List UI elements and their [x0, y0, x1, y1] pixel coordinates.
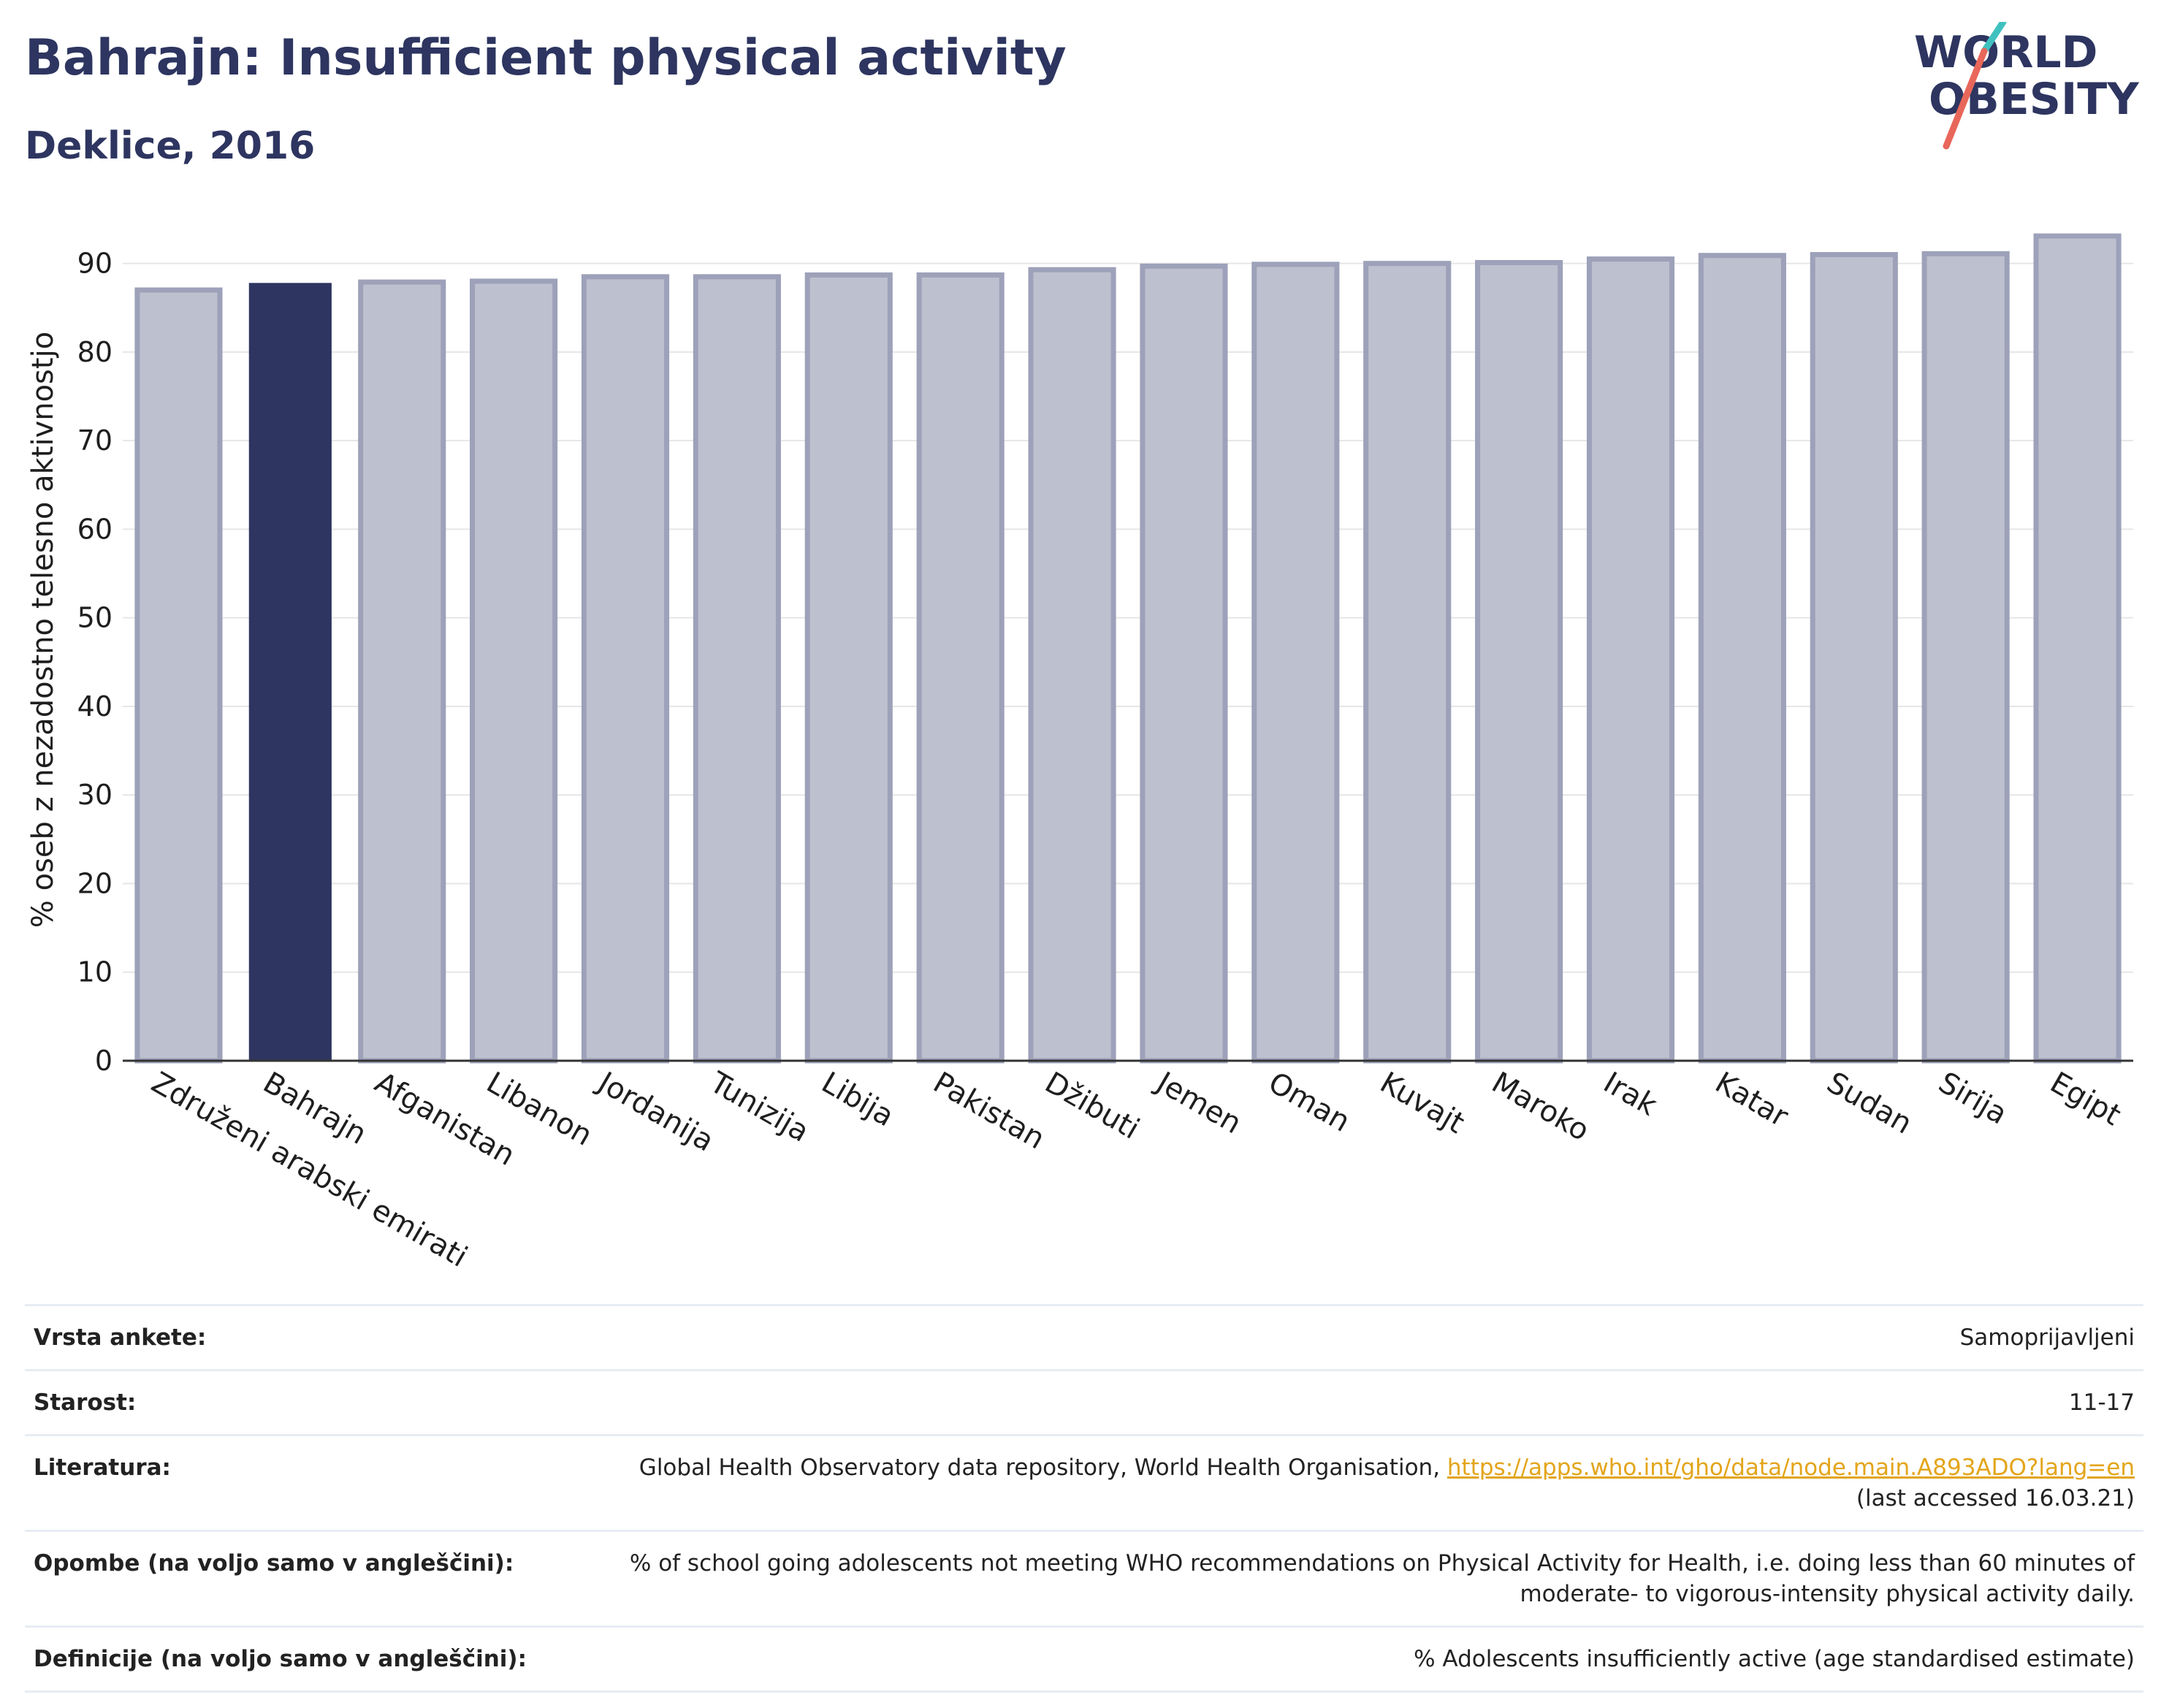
source-link[interactable]: https://apps.who.int/gho/data/node.main.… — [1447, 1455, 2135, 1481]
info-label: Starost: — [25, 1369, 568, 1436]
y-tick-label: 90 — [77, 248, 113, 280]
x-tick-label: Sudan — [1821, 1066, 1918, 1141]
bar — [1586, 256, 1675, 1064]
world-obesity-logo: WORLD OBESITY — [1914, 22, 2140, 150]
bar — [1140, 263, 1228, 1064]
y-tick-label: 80 — [77, 336, 113, 368]
y-tick-label: 0 — [95, 1045, 113, 1077]
info-value: 11-17 — [568, 1369, 2143, 1436]
bar — [1028, 267, 1116, 1064]
y-tick-label: 10 — [77, 956, 113, 988]
info-row-notes: Opombe (na voljo samo v angleščini): % o… — [25, 1530, 2143, 1627]
x-tick-label: Jordanija — [590, 1064, 719, 1158]
bar — [581, 274, 670, 1064]
x-tick-label: Maroko — [1486, 1066, 1595, 1148]
y-tick-label: 30 — [77, 779, 113, 811]
chart-subtitle: Deklice, 2016 — [25, 124, 316, 168]
x-tick-label: Sirija — [1933, 1066, 2013, 1132]
bar — [1363, 261, 1452, 1064]
bar — [2033, 233, 2122, 1064]
x-tick-label: Kuvajt — [1374, 1066, 1470, 1140]
y-tick-label: 60 — [77, 513, 113, 545]
info-value-cont: moderate- to vigorous-intensity physical… — [1520, 1581, 2135, 1607]
chart-title: Bahrajn: Insufficient physical activity — [25, 29, 1067, 87]
logo-line1: WORLD — [1914, 27, 2097, 78]
info-table: Vrsta ankete: Samoprijavljeni Starost: 1… — [25, 1304, 2143, 1693]
bar-highlighted — [248, 283, 332, 1061]
x-tick-label: Egipt — [2045, 1066, 2127, 1132]
bar — [693, 274, 781, 1064]
x-tick-label: Pakistan — [928, 1066, 1051, 1156]
info-label: Vrsta ankete: — [25, 1304, 568, 1370]
logo-slash-top — [1981, 22, 2007, 55]
info-row-survey-type: Vrsta ankete: Samoprijavljeni — [25, 1304, 2143, 1370]
info-label: Literatura: — [25, 1434, 568, 1531]
x-tick-label: Jemen — [1149, 1064, 1247, 1140]
bar — [358, 279, 446, 1064]
info-value: Global Health Observatory data repositor… — [639, 1455, 1447, 1481]
bar — [1921, 251, 2010, 1064]
bar — [1475, 259, 1563, 1064]
bar — [1698, 253, 1786, 1064]
bar — [1810, 252, 1898, 1064]
info-value: % Adolescents insufficiently active (age… — [568, 1625, 2143, 1693]
y-tick-label: 20 — [77, 867, 113, 899]
logo-slash-bottom — [1943, 47, 1988, 150]
x-tick-label: Katar — [1710, 1066, 1794, 1134]
grid-lines — [123, 262, 2133, 973]
info-label: Definicije (na voljo samo v angleščini): — [25, 1625, 568, 1693]
x-tick-label: Džibuti — [1040, 1066, 1146, 1146]
info-row-age: Starost: 11-17 — [25, 1369, 2143, 1436]
bar — [804, 272, 893, 1064]
info-value: Samoprijavljeni — [568, 1304, 2143, 1370]
bar — [916, 272, 1005, 1064]
bar — [134, 287, 223, 1064]
info-value: % of school going adolescents not meetin… — [629, 1550, 2135, 1577]
x-tick-label: Libija — [816, 1066, 899, 1134]
info-row-literature: Literatura: Global Health Observatory da… — [25, 1434, 2143, 1531]
x-tick-label: Oman — [1262, 1066, 1355, 1139]
y-tick-label: 70 — [77, 424, 113, 457]
y-axis-label: % oseb z nezadostno telesno aktivnostjo — [26, 332, 60, 928]
x-tick-label: Tunizija — [704, 1065, 815, 1148]
bar-chart: 0 10 20 30 40 50 60 70 80 90 Združeni arabski emi… — [26, 233, 2133, 1274]
bar — [1251, 262, 1340, 1064]
y-tick-labels: 0 10 20 30 40 50 60 70 80 90 — [77, 248, 113, 1077]
x-category-labels: Združeni arabski emiratiBahrajnAfganista… — [145, 1064, 2126, 1274]
y-tick-label: 40 — [77, 690, 113, 723]
y-tick-label: 50 — [77, 602, 113, 634]
info-row-definitions: Definicije (na voljo samo v angleščini):… — [25, 1625, 2143, 1693]
info-label: Opombe (na voljo samo v angleščini): — [25, 1530, 568, 1627]
info-value-accessed: (last accessed 16.03.21) — [1856, 1485, 2135, 1511]
bar — [470, 278, 558, 1064]
x-tick-label: Irak — [1598, 1066, 1663, 1123]
bars — [134, 233, 2122, 1064]
